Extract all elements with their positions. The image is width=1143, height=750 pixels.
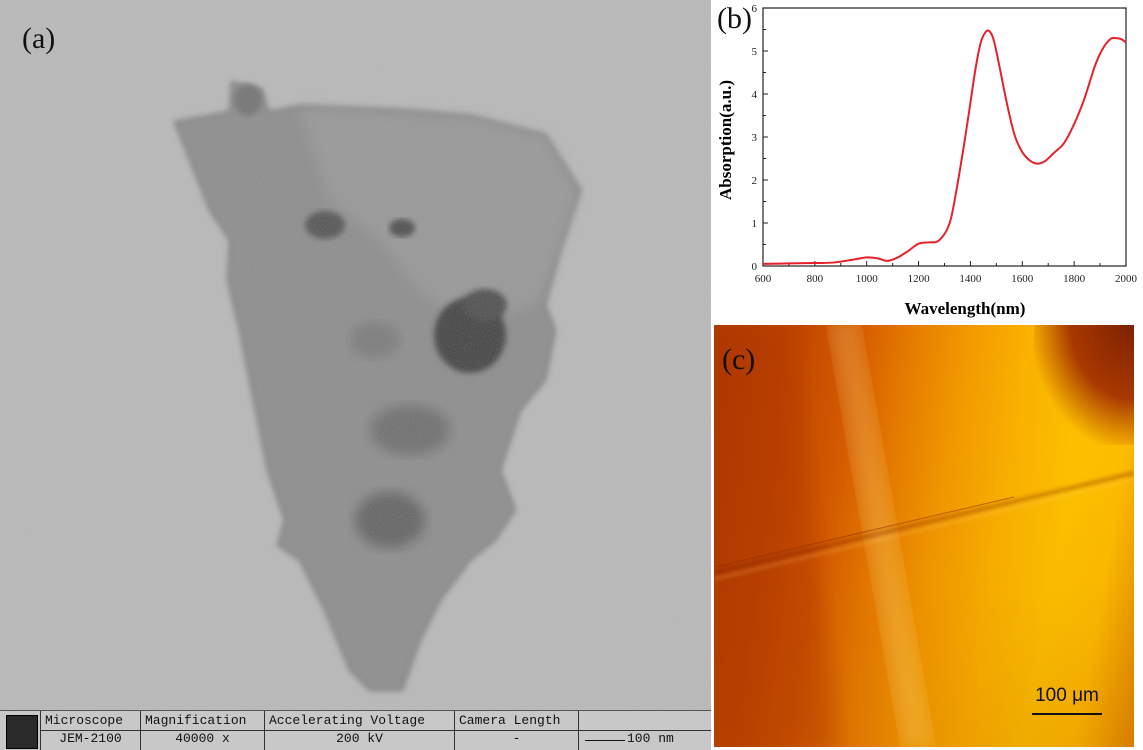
tem-micrograph bbox=[0, 0, 711, 712]
info-value: 40000 x bbox=[175, 731, 230, 746]
noise-overlay bbox=[0, 0, 711, 712]
optical-scale-bar-label: 100 μm bbox=[1035, 685, 1099, 706]
y-tick-label: 4 bbox=[752, 89, 758, 101]
absorption-chart: 600 800 1000 1200 1400 1600 1800 2000 0 1 2 3 4 5 6 Wa… bbox=[716, 3, 1138, 318]
optical-scale-bar-line bbox=[1032, 713, 1102, 715]
tem-scale-bar-line bbox=[585, 740, 625, 741]
absorption-chart-panel: 600 800 1000 1200 1400 1600 1800 2000 0 1 2 3 4 5 6 Wa… bbox=[711, 0, 1143, 325]
y-tick-label: 0 bbox=[752, 261, 758, 273]
info-header: Magnification bbox=[145, 713, 247, 728]
scratch-line bbox=[714, 472, 1134, 574]
info-value: JEM-2100 bbox=[59, 731, 122, 746]
y-tick-label: 5 bbox=[752, 46, 758, 58]
x-tick-label: 1400 bbox=[959, 273, 982, 285]
tem-scale-bar-label: 100 nm bbox=[627, 731, 674, 746]
panel-label-a: (a) bbox=[22, 22, 56, 55]
y-tick-label: 1 bbox=[752, 218, 758, 230]
info-value: 200 kV bbox=[336, 731, 383, 746]
info-value: - bbox=[512, 731, 521, 746]
tem-image-panel: (a) Microscope JEM-2100 Magnification 40… bbox=[0, 0, 711, 750]
y-tick-label: 2 bbox=[752, 175, 758, 187]
panel-label-c: (c) bbox=[722, 343, 756, 376]
tem-info-bar: Microscope JEM-2100 Magnification 40000 … bbox=[0, 710, 711, 750]
y-tick-label: 6 bbox=[752, 3, 758, 15]
x-tick-label: 1600 bbox=[1011, 273, 1033, 285]
optical-image-panel: (c) 100 μm bbox=[714, 325, 1134, 747]
y-tick-label: 3 bbox=[752, 132, 758, 144]
info-header: Microscope bbox=[45, 713, 124, 728]
scratch-line bbox=[714, 496, 1015, 568]
optical-image-streaks bbox=[714, 325, 1134, 747]
info-cell-camera-length: Camera Length - bbox=[454, 711, 578, 750]
panel-label-b: (b) bbox=[717, 2, 752, 35]
info-cell-microscope: Microscope JEM-2100 bbox=[40, 711, 140, 750]
plot-frame bbox=[762, 7, 1127, 267]
info-cell-voltage: Accelerating Voltage 200 kV bbox=[264, 711, 454, 750]
absorption-series-line bbox=[762, 29, 1127, 265]
info-cell-magnification: Magnification 40000 x bbox=[140, 711, 264, 750]
x-tick-label: 600 bbox=[755, 273, 772, 285]
info-header: Accelerating Voltage bbox=[269, 713, 426, 728]
y-axis-label: Absorption(a.u.) bbox=[716, 80, 735, 200]
microscope-logo-icon bbox=[6, 715, 38, 749]
scratch-line bbox=[714, 478, 1134, 580]
info-cell-scale-bar: 100 nm bbox=[578, 711, 711, 750]
x-tick-label: 2000 bbox=[1115, 273, 1138, 285]
x-axis-label: Wavelength(nm) bbox=[905, 299, 1026, 318]
x-tick-label: 800 bbox=[807, 273, 824, 285]
x-tick-label: 1200 bbox=[908, 273, 931, 285]
x-tick-label: 1000 bbox=[856, 273, 879, 285]
x-tick-label: 1800 bbox=[1063, 273, 1086, 285]
info-header: Camera Length bbox=[459, 713, 561, 728]
